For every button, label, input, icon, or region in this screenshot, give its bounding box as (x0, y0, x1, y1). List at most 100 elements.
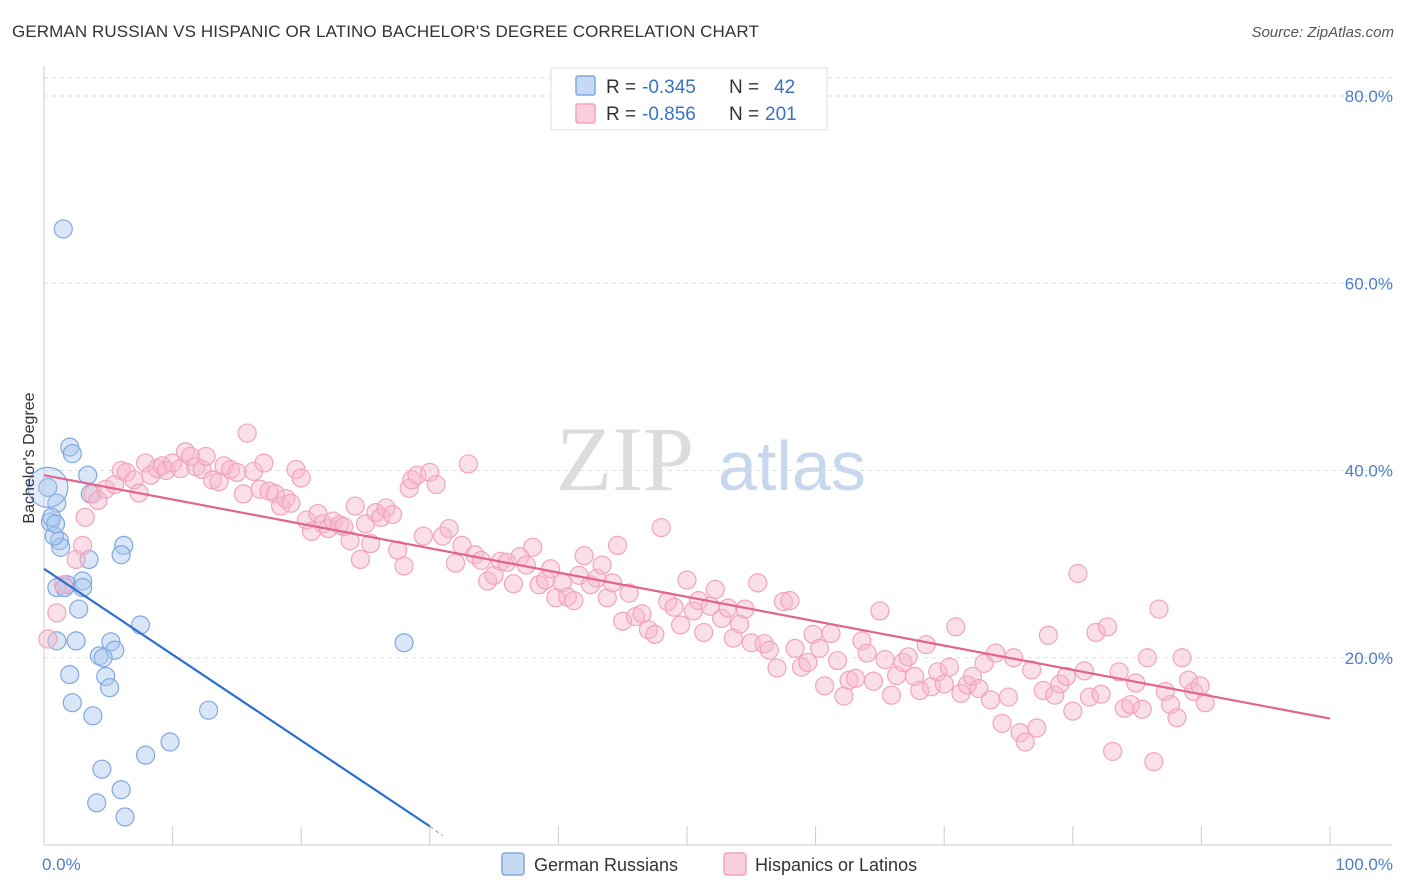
german-russian-point (69, 599, 89, 619)
hispanic-point (426, 474, 446, 495)
trend-lines (43, 474, 1331, 837)
hispanic-point (445, 553, 466, 573)
hispanic-point (645, 624, 665, 644)
chart-title: GERMAN RUSSIAN VS HISPANIC OR LATINO BAC… (12, 22, 759, 41)
german-russian-point (38, 477, 58, 497)
y-tick-label: 80.0% (1345, 87, 1393, 106)
hispanic-point (613, 611, 633, 631)
legend-r-value-blue: -0.345 (642, 77, 696, 98)
hispanic-point (798, 652, 818, 673)
hispanic-point (394, 556, 414, 576)
series-legend-label-blue: German Russians (534, 855, 678, 875)
hispanic-point (1178, 670, 1199, 690)
correlation-legend: R = -0.345 N = 42 R = -0.856 N = 201 (550, 67, 828, 131)
hispanic-point (863, 671, 884, 691)
legend-box (550, 67, 828, 131)
legend-n-label-blue: N = (729, 77, 759, 98)
hispanic-point (433, 526, 453, 546)
hispanic-point (1167, 708, 1187, 728)
hispanic-point (1195, 693, 1215, 713)
german-russian-point (93, 648, 113, 668)
hispanic-point (1109, 662, 1129, 682)
y-tick-label: 40.0% (1345, 462, 1393, 481)
watermark-zip: ZIP (556, 408, 694, 510)
hispanic-point (484, 565, 504, 585)
hispanic-point (845, 668, 866, 688)
hispanic-point (1091, 684, 1111, 704)
hispanic-point (382, 504, 403, 525)
hispanic-point (237, 423, 257, 443)
hispanic-point (196, 446, 216, 467)
series-legend-swatch-blue (501, 852, 525, 876)
german-russian-point (99, 678, 120, 698)
hispanic-point (632, 604, 652, 624)
german-russian-point (130, 615, 151, 635)
hispanic-point (809, 638, 830, 658)
hispanic-point (1027, 718, 1047, 738)
hispanic-point (340, 531, 360, 551)
watermark-atlas: atlas (718, 427, 866, 505)
hispanic-point (413, 526, 433, 546)
hispanic-point (308, 503, 328, 524)
hispanic-point (664, 597, 684, 617)
hispanic-point (597, 588, 617, 608)
hispanic-point (471, 550, 491, 570)
hispanic-point (780, 591, 800, 611)
hispanic-point (759, 640, 779, 660)
hispanic-point (345, 496, 365, 516)
german-russian-point (51, 537, 71, 557)
hispanic-point (730, 614, 750, 634)
axes: 20.0% 40.0% 60.0% 80.0% 0.0% 100.0% (42, 66, 1393, 874)
hispanic-point (1033, 680, 1053, 701)
hispanic-point (852, 631, 872, 651)
hispanic-point (898, 647, 918, 667)
hispanic-point (827, 650, 848, 671)
hispanic-point (1149, 599, 1169, 619)
hispanic-point (773, 591, 794, 612)
series-legend: German Russians Hispanics or Latinos (501, 852, 917, 876)
hispanic-point (785, 638, 805, 658)
hispanic-point (281, 493, 301, 513)
hispanic-point (815, 676, 835, 696)
y-axis-label: Bachelor's Degree (21, 392, 38, 523)
hispanic-point (135, 453, 156, 473)
german-russian-point (45, 514, 66, 534)
legend-r-label-pink: R = (606, 104, 636, 125)
hispanic-point (1022, 660, 1042, 680)
x-tick-label-min: 0.0% (42, 855, 81, 874)
hispanic-point (916, 635, 936, 655)
hispanic-point (254, 453, 274, 473)
hispanic-point (754, 634, 774, 654)
hispanic-point (821, 623, 841, 644)
trend-line-german-russians (43, 567, 431, 828)
german-russian-point (87, 793, 107, 813)
german-russian-point (96, 666, 116, 687)
hispanic-point (564, 591, 584, 611)
hispanic-point (910, 680, 930, 701)
german-russian-point (92, 759, 112, 779)
hispanic-point (53, 575, 73, 595)
hispanic-point (670, 615, 691, 635)
legend-swatch-pink (575, 103, 596, 124)
series-legend-swatch-pink (723, 852, 747, 876)
hispanic-point (1121, 694, 1141, 715)
hispanic-point (156, 460, 176, 481)
hispanic-point (1015, 732, 1035, 752)
german-russian-point (53, 219, 73, 239)
hispanic-point (38, 629, 58, 649)
hispanic-point (75, 507, 95, 527)
german-russian-point (72, 571, 93, 591)
legend-n-value-pink: 201 (765, 104, 797, 125)
hispanic-point (227, 462, 247, 482)
hispanic-point (718, 598, 738, 618)
hispanic-point (1132, 699, 1152, 719)
hispanic-point (998, 687, 1019, 707)
hispanic-point (677, 570, 697, 590)
x-tick-label-max: 100.0% (1335, 855, 1393, 874)
hispanic-point (574, 546, 594, 566)
hispanic-point (592, 555, 612, 575)
hispanic-point (980, 690, 1001, 710)
hispanic-point (88, 490, 108, 511)
series-legend-label-pink: Hispanics or Latinos (755, 855, 917, 875)
